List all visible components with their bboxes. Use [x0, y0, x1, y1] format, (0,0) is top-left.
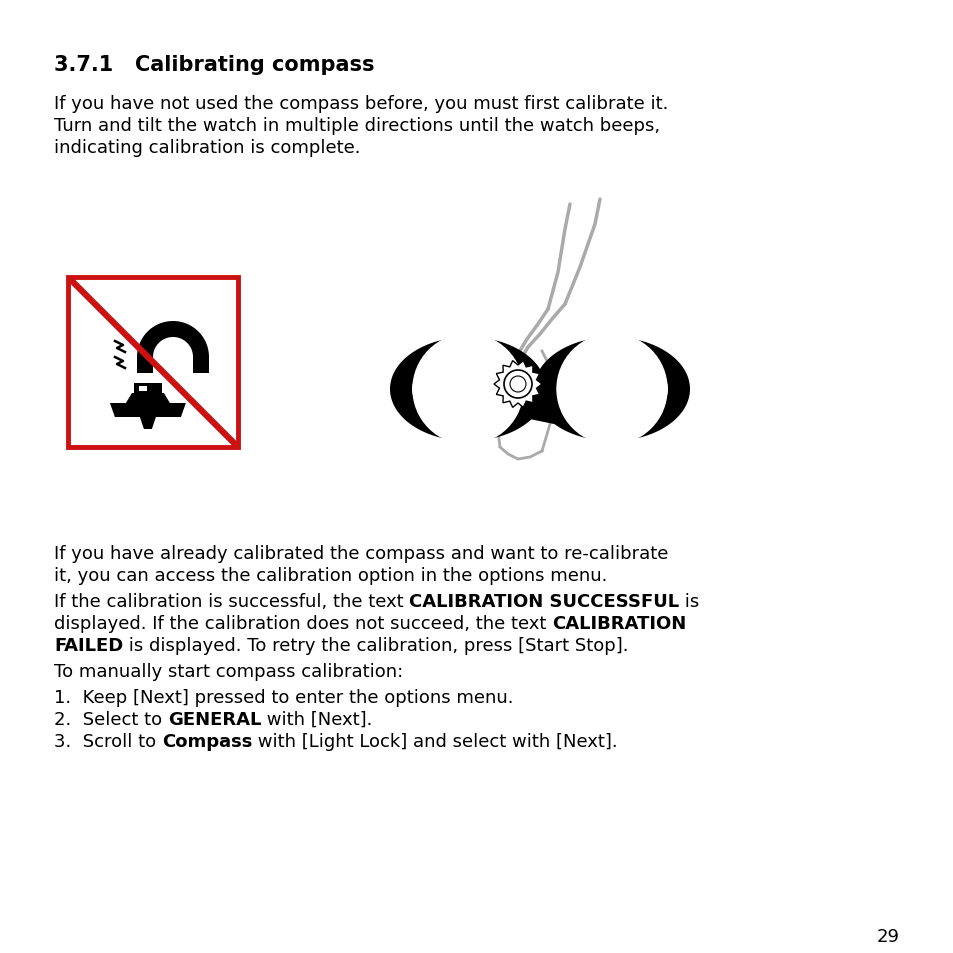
Text: If you have already calibrated the compass and want to re-calibrate: If you have already calibrated the compa…: [54, 544, 668, 562]
Bar: [68, 277, 237, 448]
Circle shape: [413, 335, 522, 444]
Bar: [193, 374, 209, 379]
Text: is displayed. To retry the calibration, press [Start Stop].: is displayed. To retry the calibration, …: [123, 637, 628, 655]
Text: with [Next].: with [Next].: [261, 710, 373, 728]
Circle shape: [503, 371, 532, 398]
Text: Turn and tilt the watch in multiple directions until the watch beeps,: Turn and tilt the watch in multiple dire…: [54, 117, 659, 135]
Bar: [137, 374, 152, 379]
Bar: [139, 387, 147, 392]
Text: 3.7.1   Calibrating compass: 3.7.1 Calibrating compass: [54, 55, 375, 75]
Bar: [137, 357, 152, 379]
Polygon shape: [530, 404, 554, 425]
Text: with [Light Lock] and select with [Next].: with [Light Lock] and select with [Next]…: [252, 732, 618, 750]
Text: CALIBRATION SUCCESSFUL: CALIBRATION SUCCESSFUL: [409, 593, 679, 610]
Polygon shape: [137, 322, 209, 357]
Text: 1.  Keep [Next] pressed to enter the options menu.: 1. Keep [Next] pressed to enter the opti…: [54, 688, 513, 706]
Text: 3.  Scroll to: 3. Scroll to: [54, 732, 162, 750]
Text: 29: 29: [876, 927, 899, 945]
Text: displayed. If the calibration does not succeed, the text: displayed. If the calibration does not s…: [54, 615, 552, 633]
Polygon shape: [534, 337, 689, 441]
Bar: [193, 357, 209, 379]
Text: FAILED: FAILED: [54, 637, 123, 655]
Text: CALIBRATION: CALIBRATION: [552, 615, 685, 633]
Polygon shape: [110, 394, 186, 430]
Text: To manually start compass calibration:: To manually start compass calibration:: [54, 662, 403, 680]
Text: If you have not used the compass before, you must first calibrate it.: If you have not used the compass before,…: [54, 95, 668, 112]
Circle shape: [510, 376, 525, 393]
Text: 2.  Select to: 2. Select to: [54, 710, 168, 728]
Text: Compass: Compass: [162, 732, 252, 750]
Text: If the calibration is successful, the text: If the calibration is successful, the te…: [54, 593, 409, 610]
Polygon shape: [390, 337, 545, 441]
Text: GENERAL: GENERAL: [168, 710, 261, 728]
Circle shape: [557, 335, 666, 444]
Polygon shape: [510, 370, 569, 410]
Text: is: is: [679, 593, 699, 610]
Bar: [133, 384, 162, 394]
Polygon shape: [494, 361, 541, 408]
Text: it, you can access the calibration option in the options menu.: it, you can access the calibration optio…: [54, 566, 607, 584]
Text: indicating calibration is complete.: indicating calibration is complete.: [54, 139, 360, 157]
